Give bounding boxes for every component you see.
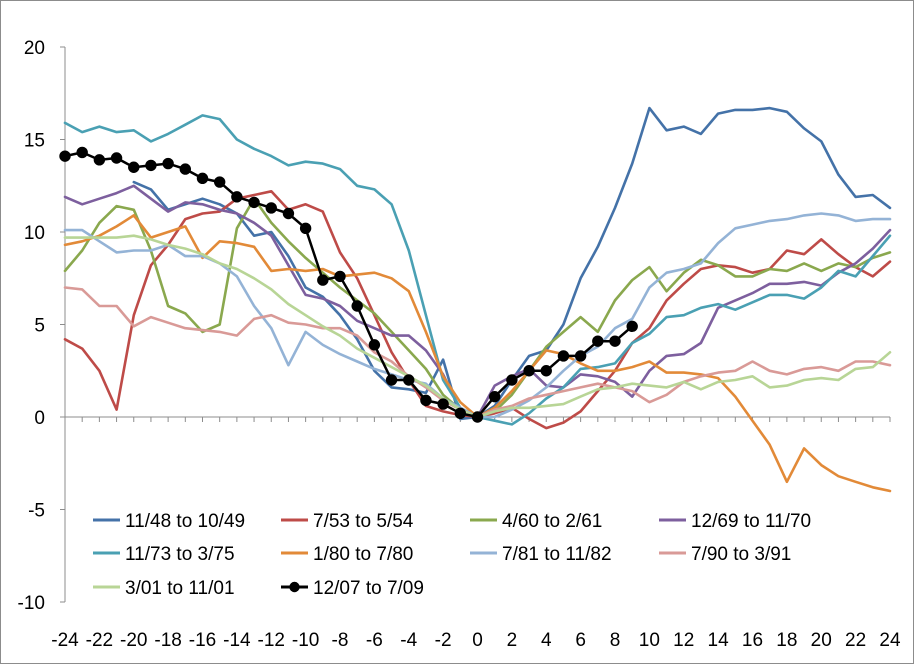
y-tick-label: -10 — [18, 593, 45, 614]
x-tick-label: -4 — [400, 630, 417, 651]
y-tick-label: 20 — [24, 38, 45, 59]
series-point — [523, 365, 535, 377]
series-line-9 — [63, 234, 892, 419]
x-tick-label: -18 — [154, 630, 181, 651]
y-tick-label: -5 — [28, 501, 45, 522]
series-point — [299, 222, 312, 235]
series-point — [506, 374, 518, 386]
x-tick-label: 2 — [507, 630, 518, 651]
series-point — [334, 270, 346, 283]
x-tick-label: 22 — [845, 630, 866, 651]
legend-marker — [289, 581, 300, 593]
series-point — [420, 394, 432, 407]
x-tick-label: 18 — [776, 630, 797, 651]
x-tick-label: -14 — [223, 630, 251, 651]
legend-label: 11/73 to 3/75 — [125, 544, 235, 565]
legend-label: 7/81 to 11/82 — [502, 544, 612, 565]
x-tick-label: 14 — [708, 630, 730, 651]
x-tick-label: -20 — [120, 630, 147, 651]
y-tick-label: 10 — [24, 223, 45, 244]
series-point — [368, 339, 381, 351]
series-point — [557, 350, 570, 362]
series-point — [162, 157, 174, 170]
x-tick-label: -16 — [189, 630, 216, 651]
x-tick-label: -2 — [435, 630, 452, 651]
legend-label: 12/07 to 7/09 — [313, 578, 424, 599]
series-point — [59, 150, 71, 162]
legend-label: 4/60 to 2/61 — [502, 511, 602, 532]
series-point — [574, 350, 587, 362]
series-point — [179, 163, 192, 175]
series-point — [488, 390, 501, 403]
x-tick-label: 20 — [811, 630, 832, 651]
series-point — [351, 300, 363, 312]
series-point — [437, 398, 449, 410]
x-tick-label: 0 — [472, 630, 483, 651]
series-point — [213, 176, 226, 188]
series-point — [454, 407, 467, 419]
y-tick-label: 5 — [34, 316, 45, 337]
series-point — [626, 320, 638, 333]
series-point — [317, 274, 329, 286]
series-point — [128, 161, 140, 173]
series-point — [592, 335, 604, 347]
x-tick-label: -8 — [332, 630, 349, 651]
series-point — [385, 374, 398, 386]
x-tick-label: -24 — [51, 630, 79, 651]
x-tick-label: -6 — [366, 630, 383, 651]
series-point — [282, 207, 295, 220]
series-point — [471, 411, 484, 423]
legend-label: 12/69 to 11/70 — [691, 511, 811, 532]
legend-label: 7/90 to 3/91 — [691, 544, 791, 565]
series-point — [265, 202, 277, 214]
x-tick-label: -22 — [86, 630, 113, 651]
series-line-10 — [63, 151, 634, 419]
series-point — [231, 191, 243, 203]
x-tick-label: -10 — [292, 630, 319, 651]
legend-label: 3/01 to 11/01 — [125, 578, 235, 599]
legend-label: 1/80 to 7/80 — [313, 544, 413, 565]
series-point — [248, 196, 260, 209]
x-tick-label: 12 — [673, 630, 694, 651]
series-line-8 — [63, 286, 892, 419]
y-tick-label: 15 — [24, 131, 45, 152]
legend-label: 11/48 to 10/49 — [125, 511, 245, 532]
y-tick-label: 0 — [34, 408, 45, 429]
legend: 11/48 to 10/49 7/53 to 5/54 4/60 to 2/61 12… — [93, 511, 811, 599]
series-line-2 — [63, 190, 892, 430]
x-tick-label: 8 — [610, 630, 621, 651]
x-tick-label: 4 — [541, 630, 552, 651]
legend-label: 7/53 to 5/54 — [313, 511, 414, 532]
x-tick-label: 24 — [879, 630, 901, 651]
series-point — [110, 152, 123, 164]
series-point — [540, 365, 552, 377]
series-point — [93, 154, 106, 166]
x-tick-label: 10 — [639, 630, 660, 651]
series-point — [196, 172, 209, 185]
series-point — [609, 335, 621, 347]
series-point — [76, 146, 88, 159]
series-layer — [59, 106, 892, 493]
series-point — [403, 374, 415, 386]
x-tick-label: -12 — [258, 630, 285, 651]
x-tick-label: 6 — [575, 630, 586, 651]
series-point — [145, 159, 157, 172]
x-tick-label: 16 — [742, 630, 763, 651]
